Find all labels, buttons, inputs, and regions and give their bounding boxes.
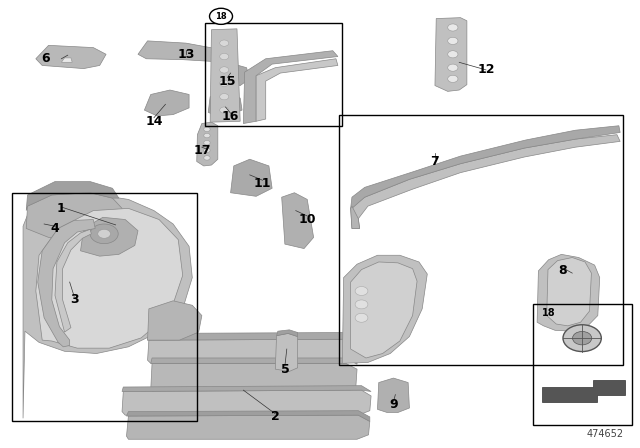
Polygon shape (537, 254, 600, 331)
Polygon shape (138, 41, 236, 62)
Text: 3: 3 (70, 293, 79, 306)
Text: 10: 10 (298, 213, 316, 226)
Circle shape (448, 24, 458, 31)
Bar (12, 193, 197, 421)
Bar (532, 304, 632, 425)
Circle shape (563, 325, 602, 352)
Text: 14: 14 (145, 115, 163, 128)
Polygon shape (38, 220, 95, 347)
Text: 11: 11 (254, 177, 271, 190)
Circle shape (220, 67, 228, 73)
Polygon shape (275, 333, 298, 371)
Circle shape (220, 53, 228, 60)
Polygon shape (36, 45, 106, 69)
Text: 18: 18 (542, 308, 556, 319)
Polygon shape (243, 51, 338, 124)
Polygon shape (148, 301, 202, 340)
Polygon shape (351, 135, 620, 228)
Text: 12: 12 (477, 64, 495, 77)
Bar (339, 115, 623, 365)
Circle shape (220, 107, 228, 113)
Circle shape (448, 37, 458, 44)
Polygon shape (208, 95, 242, 116)
Polygon shape (351, 126, 620, 208)
Polygon shape (127, 415, 370, 439)
Polygon shape (127, 411, 370, 422)
Polygon shape (230, 159, 272, 196)
Polygon shape (61, 58, 72, 62)
Polygon shape (36, 208, 182, 348)
Circle shape (204, 148, 210, 152)
Polygon shape (282, 193, 314, 249)
Text: 9: 9 (389, 398, 397, 411)
Polygon shape (148, 339, 358, 363)
Circle shape (573, 332, 592, 345)
Polygon shape (351, 262, 417, 358)
Polygon shape (227, 104, 235, 109)
Polygon shape (342, 255, 428, 363)
Circle shape (355, 300, 368, 309)
Circle shape (355, 287, 368, 296)
Polygon shape (351, 206, 360, 228)
Text: 18: 18 (215, 12, 227, 21)
Text: 8: 8 (558, 264, 567, 277)
Circle shape (204, 134, 210, 138)
Circle shape (209, 8, 232, 24)
Polygon shape (26, 181, 119, 211)
Text: 1: 1 (57, 202, 66, 215)
Text: 4: 4 (51, 222, 60, 235)
Polygon shape (148, 332, 360, 340)
Text: 474652: 474652 (586, 429, 623, 439)
Polygon shape (122, 390, 371, 415)
Polygon shape (547, 258, 591, 326)
Polygon shape (214, 104, 222, 109)
Text: 7: 7 (431, 155, 439, 168)
Bar (205, 23, 342, 126)
Circle shape (220, 80, 228, 86)
Circle shape (220, 40, 228, 46)
Text: 15: 15 (219, 74, 236, 88)
Circle shape (204, 155, 210, 160)
Polygon shape (145, 90, 189, 116)
Circle shape (204, 127, 210, 132)
Polygon shape (55, 229, 92, 332)
Circle shape (355, 313, 368, 322)
Text: 5: 5 (280, 362, 289, 376)
Polygon shape (256, 59, 338, 121)
Circle shape (448, 51, 458, 58)
Polygon shape (26, 193, 122, 238)
Circle shape (448, 64, 458, 71)
Text: 17: 17 (193, 144, 211, 157)
Text: 13: 13 (177, 48, 195, 61)
Polygon shape (435, 17, 467, 91)
Polygon shape (122, 386, 371, 392)
Polygon shape (276, 330, 298, 336)
Polygon shape (542, 380, 625, 402)
Polygon shape (196, 122, 218, 166)
Polygon shape (23, 195, 192, 418)
Text: 2: 2 (271, 410, 280, 423)
Polygon shape (151, 358, 357, 364)
Polygon shape (211, 63, 250, 86)
Polygon shape (378, 378, 410, 413)
Polygon shape (210, 29, 240, 122)
Polygon shape (81, 217, 138, 256)
Text: 16: 16 (222, 110, 239, 123)
Text: 6: 6 (41, 52, 50, 65)
Circle shape (220, 94, 228, 100)
Circle shape (448, 75, 458, 82)
Circle shape (98, 229, 111, 238)
Polygon shape (151, 363, 357, 393)
Circle shape (90, 224, 118, 244)
Circle shape (204, 141, 210, 145)
